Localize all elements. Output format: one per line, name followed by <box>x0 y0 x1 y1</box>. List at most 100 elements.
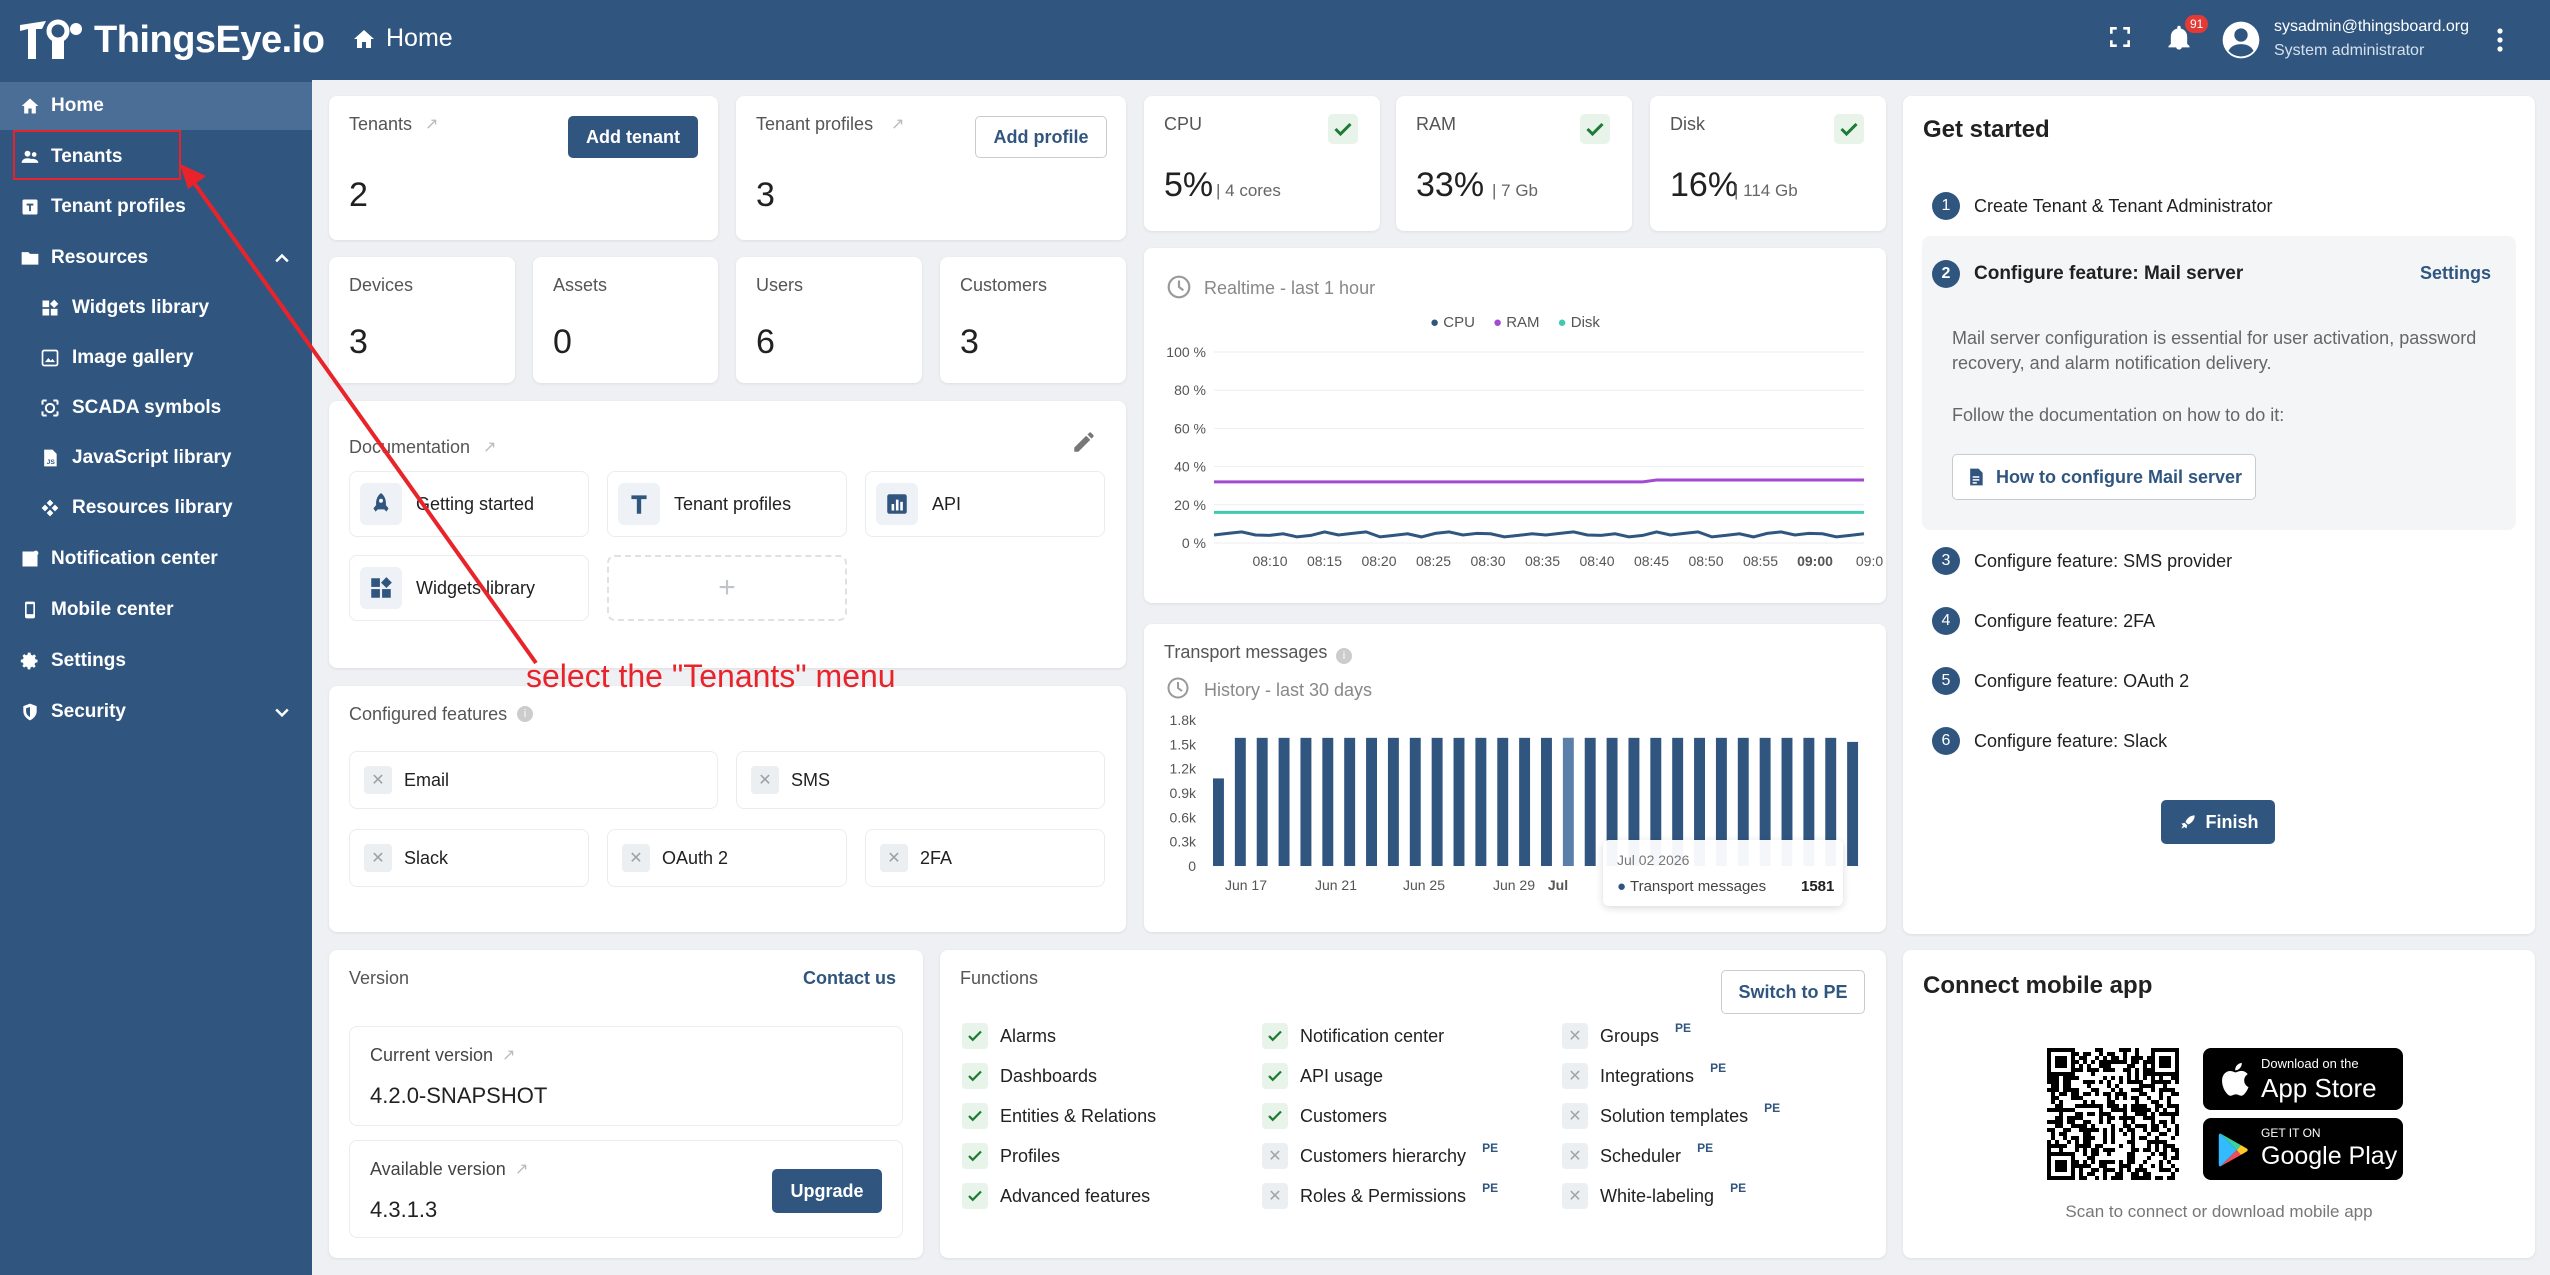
legend-item-cpu[interactable]: ● CPU <box>1430 314 1475 331</box>
sidebar-item-home[interactable]: Home <box>0 82 312 130</box>
open-link-icon[interactable]: ↗ <box>502 1047 516 1064</box>
sidebar-item-resources[interactable]: Resources <box>0 234 312 282</box>
feature-sms[interactable]: ✕ SMS <box>736 751 1105 809</box>
function-label: API usage <box>1300 1065 1384 1086</box>
open-link-icon[interactable]: ↗ <box>425 116 439 133</box>
feature-slack[interactable]: ✕ Slack <box>349 829 589 887</box>
y-tick-label: 0 <box>1188 858 1196 874</box>
user-email[interactable]: sysadmin@thingsboard.org <box>2274 18 2470 35</box>
step-sms-provider[interactable]: 3 Configure feature: SMS provider <box>1932 547 2232 575</box>
tooltip-value: 1581 <box>1801 878 1835 895</box>
feature-oauth2[interactable]: ✕ OAuth 2 <box>607 829 847 887</box>
open-link-icon[interactable]: ↗ <box>483 439 497 456</box>
add-doc-link-button[interactable]: + <box>607 555 847 621</box>
disabled-x-icon: ✕ <box>1562 1063 1588 1089</box>
logo-icon <box>20 19 82 59</box>
sidebar-item-label: Resources library <box>72 497 233 518</box>
documentation-title[interactable]: Documentation <box>349 437 471 457</box>
tooltip-date: Jul 02 2026 <box>1617 852 1690 868</box>
realtime-subtitle: Realtime - last 1 hour <box>1204 278 1376 298</box>
available-version-label: Available version <box>370 1159 506 1179</box>
function-customers: Customers <box>1262 1103 1387 1129</box>
sidebar-item-tenant-profiles[interactable]: Tenant profiles <box>0 183 312 231</box>
step-number: 6 <box>1932 727 1960 755</box>
info-icon[interactable]: i <box>1336 648 1352 664</box>
step-label: Configure feature: 2FA <box>1974 610 2156 631</box>
feature-email[interactable]: ✕ Email <box>349 751 718 809</box>
devices-count: 3 <box>349 323 368 361</box>
realtime-line-chart[interactable]: 100 % 80 % 60 % 40 % 20 % 0 % 08:10 08:15 08:20 0… <box>1144 338 1886 603</box>
devices-card[interactable]: Devices 3 <box>329 257 515 383</box>
document-icon <box>1970 468 1983 486</box>
more-vert-icon[interactable] <box>2488 26 2512 54</box>
sidebar-item-widgets-library[interactable]: Widgets library <box>0 284 312 332</box>
tenants-label[interactable]: Tenants <box>349 114 413 134</box>
legend-item-disk[interactable]: ● Disk <box>1557 314 1600 331</box>
disk-card: Disk 16% | 114 Gb <box>1650 96 1886 231</box>
chevron-up-icon[interactable] <box>272 248 292 268</box>
bar <box>1300 737 1312 866</box>
doc-tenant-profiles[interactable]: Tenant profiles <box>607 471 847 537</box>
y-tick-label: 0.9k <box>1170 785 1197 801</box>
users-card[interactable]: Users 6 <box>736 257 922 383</box>
contact-us-link[interactable]: Contact us <box>803 968 897 988</box>
bar <box>1715 737 1727 866</box>
notifications-bell-icon[interactable] <box>2165 24 2193 52</box>
customers-card[interactable]: Customers 3 <box>940 257 1126 383</box>
google-play-button[interactable]: GET IT ON Google Play <box>2203 1118 2403 1180</box>
edit-pencil-icon[interactable] <box>1071 429 1097 455</box>
api-chart-icon <box>887 494 907 514</box>
sidebar-item-security[interactable]: Security <box>0 688 312 736</box>
brand-logo[interactable]: ThingsEye.io <box>16 14 325 66</box>
transport-bar-chart[interactable]: 1.8k 1.5k 1.2k 0.9k 0.6k 0.3k 0 Jun 17 Jun 21 Jun… <box>1144 704 1886 932</box>
sidebar-item-settings[interactable]: Settings <box>0 637 312 685</box>
step-2fa[interactable]: 4 Configure feature: 2FA <box>1932 607 2155 635</box>
upgrade-button[interactable]: Upgrade <box>772 1169 882 1213</box>
add-profile-button[interactable]: Add profile <box>975 116 1107 158</box>
step-mail-server[interactable]: 2 Configure feature: Mail server <box>1932 260 2243 288</box>
sidebar-item-tenants[interactable]: Tenants <box>0 133 312 181</box>
sidebar-item-scada-symbols[interactable]: SCADA symbols <box>0 384 312 432</box>
open-link-icon[interactable]: ↗ <box>515 1161 529 1178</box>
chevron-down-icon[interactable] <box>272 702 292 722</box>
sidebar-item-image-gallery[interactable]: Image gallery <box>0 334 312 382</box>
step-slack[interactable]: 6 Configure feature: Slack <box>1932 727 2167 755</box>
feature-2fa[interactable]: ✕ 2FA <box>865 829 1105 887</box>
sidebar-item-javascript-library[interactable]: JS JavaScript library <box>0 434 312 482</box>
x-tick-label: 08:30 <box>1470 553 1505 569</box>
step-number: 2 <box>1932 260 1960 288</box>
add-tenant-button[interactable]: Add tenant <box>568 116 698 158</box>
mobile-app-title: Connect mobile app <box>1923 972 2153 999</box>
legend-item-ram[interactable]: ● RAM <box>1492 314 1540 331</box>
doc-widgets-library[interactable]: Widgets library <box>349 555 589 621</box>
page-title: Home <box>352 24 453 53</box>
qr-code-image[interactable] <box>2047 1048 2179 1180</box>
sidebar-item-notification-center[interactable]: Notification center <box>0 535 312 583</box>
switch-to-pe-button[interactable]: Switch to PE <box>1721 970 1865 1014</box>
fullscreen-icon[interactable] <box>2107 24 2133 50</box>
doc-getting-started[interactable]: Getting started <box>349 471 589 537</box>
tenant-profiles-label[interactable]: Tenant profiles <box>756 114 874 134</box>
y-tick-label: 1.8k <box>1170 712 1197 728</box>
mail-settings-link[interactable]: Settings <box>2420 263 2492 283</box>
function-label: White-labeling <box>1600 1185 1715 1206</box>
sidebar-item-label: Settings <box>51 650 126 671</box>
step-oauth2[interactable]: 5 Configure feature: OAuth 2 <box>1932 667 2189 695</box>
doc-api[interactable]: API <box>865 471 1105 537</box>
finish-button[interactable]: Finish <box>2161 800 2275 844</box>
how-to-configure-mail-button[interactable]: How to configure Mail server <box>1952 454 2256 500</box>
function-groups: ✕ Groups PE <box>1562 1021 1691 1049</box>
bar <box>1759 737 1771 866</box>
info-icon[interactable]: i <box>517 706 533 722</box>
app-store-button[interactable]: Download on the App Store <box>2203 1048 2403 1110</box>
open-link-icon[interactable]: ↗ <box>891 116 905 133</box>
account-icon[interactable] <box>2221 20 2261 60</box>
sidebar-item-resources-library[interactable]: Resources library <box>0 484 312 532</box>
check-icon <box>1834 114 1864 144</box>
step-create-tenant[interactable]: 1 Create Tenant & Tenant Administrator <box>1932 192 2273 220</box>
step-label: Configure feature: Slack <box>1974 730 2168 751</box>
assets-card[interactable]: Assets 0 <box>533 257 718 383</box>
sidebar-item-mobile-center[interactable]: Mobile center <box>0 586 312 634</box>
bar <box>1803 737 1815 866</box>
x-tick-label: 08:15 <box>1307 553 1342 569</box>
